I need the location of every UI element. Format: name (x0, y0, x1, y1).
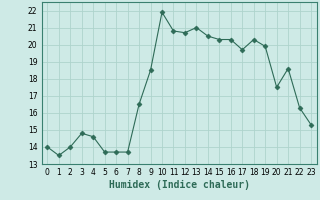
X-axis label: Humidex (Indice chaleur): Humidex (Indice chaleur) (109, 180, 250, 190)
